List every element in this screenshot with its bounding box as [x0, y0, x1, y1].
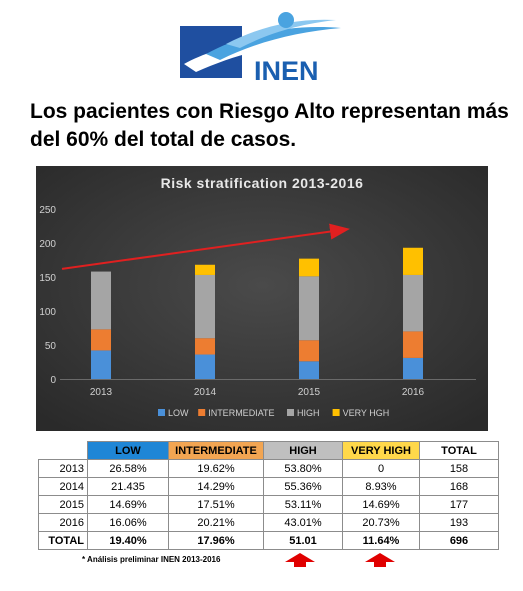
- inen-logo: INEN: [180, 12, 341, 86]
- table-cell: 14.29%: [168, 477, 264, 496]
- legend-swatch: [332, 409, 340, 416]
- bar-segment-intermediate: [195, 338, 215, 355]
- y-tick-label: 200: [39, 239, 56, 250]
- bar-segment-high: [403, 274, 423, 332]
- table-cell: 43.01%: [263, 513, 343, 532]
- table-cell: 8.93%: [342, 477, 420, 496]
- table-row: 2015 14.69% 17.51% 53.11% 14.69% 177: [38, 495, 499, 514]
- row-label: 2013: [38, 459, 88, 478]
- header-very-high: VERY HIGH: [342, 441, 420, 460]
- bar-segment-high: [91, 271, 111, 330]
- y-tick-label: 150: [39, 273, 56, 284]
- row-label: 2014: [38, 477, 88, 496]
- header-low: LOW: [87, 441, 169, 460]
- table-cell: 21.435: [87, 477, 169, 496]
- bar-segment-low: [403, 357, 423, 379]
- legend-label: INTERMEDIATE: [208, 408, 274, 418]
- bar-segment-high: [195, 274, 215, 339]
- table-corner: [39, 442, 88, 460]
- y-tick-label: 100: [39, 307, 56, 318]
- table-cell: 17.51%: [168, 495, 264, 514]
- legend-swatch: [198, 409, 206, 416]
- table-cell: 158: [419, 459, 499, 478]
- table-cell: 177: [419, 495, 499, 514]
- bar-segment-intermediate: [299, 340, 319, 362]
- bar-segment-very-hgh: [195, 264, 215, 275]
- x-tick-label: 2015: [298, 387, 321, 398]
- table-cell: 696: [419, 531, 499, 550]
- table-cell: 53.11%: [263, 495, 343, 514]
- table-row: 2014 21.435 14.29% 55.36% 8.93% 168: [38, 477, 499, 496]
- legend-swatch: [287, 409, 294, 416]
- table-cell: 168: [419, 477, 499, 496]
- legend-label: LOW: [168, 408, 189, 418]
- table-cell: 19.40%: [87, 531, 169, 550]
- y-tick-label: 0: [50, 375, 56, 386]
- risk-table: LOW INTERMEDIATE HIGH VERY HIGH TOTAL 20…: [38, 441, 499, 550]
- table-row: 2013 26.58% 19.62% 53.80% 0 158: [38, 459, 499, 478]
- chart-panel: 0 50 100 150 200 250 2013 2014 2015 2016 LOW INTE…: [36, 166, 488, 431]
- x-tick-label: 2016: [402, 387, 425, 398]
- bar-segment-low: [91, 350, 111, 379]
- up-arrow-icon-high: [285, 553, 315, 567]
- y-tick-label: 250: [39, 205, 56, 216]
- table-cell: 0: [342, 459, 420, 478]
- row-label: TOTAL: [38, 531, 88, 550]
- table-cell: 55.36%: [263, 477, 343, 496]
- header-high: HIGH: [263, 441, 343, 460]
- x-tick-label: 2014: [194, 387, 217, 398]
- table-cell: 19.62%: [168, 459, 264, 478]
- bar-segment-very-hgh: [403, 247, 423, 275]
- bar-segment-intermediate: [91, 329, 111, 351]
- table-cell: 14.69%: [87, 495, 169, 514]
- table-cell: 16.06%: [87, 513, 169, 532]
- header-intermediate: INTERMEDIATE: [168, 441, 264, 460]
- legend-label: VERY HGH: [343, 408, 390, 418]
- legend-label: HIGH: [297, 408, 320, 418]
- logo-wordmark: INEN: [254, 56, 319, 86]
- table-cell: 51.01: [263, 531, 343, 550]
- table-total-row: TOTAL 19.40% 17.96% 51.01 11.64% 696: [38, 531, 499, 550]
- table-cell: 26.58%: [87, 459, 169, 478]
- bar-segment-low: [299, 361, 319, 379]
- table-cell: 17.96%: [168, 531, 264, 550]
- table-row: 2016 16.06% 20.21% 43.01% 20.73% 193: [38, 513, 499, 532]
- row-label: 2015: [38, 495, 88, 514]
- bar-segment-low: [195, 354, 215, 379]
- logo-figure-head: [278, 12, 294, 28]
- chart-title: Risk stratification 2013-2016: [160, 175, 364, 191]
- table-cell: 20.21%: [168, 513, 264, 532]
- table-cell: 14.69%: [342, 495, 420, 514]
- bar-segment-high: [299, 276, 319, 341]
- table-cell: 11.64%: [342, 531, 420, 550]
- footnote: * Análisis preliminar INEN 2013-2016: [82, 555, 221, 564]
- table-header-row: LOW INTERMEDIATE HIGH VERY HIGH TOTAL: [39, 441, 499, 460]
- table-cell: 193: [419, 513, 499, 532]
- trend-arrow: [61, 223, 350, 270]
- bar-segment-very-hgh: [299, 258, 319, 277]
- x-tick-label: 2013: [90, 387, 113, 398]
- legend-swatch: [158, 409, 165, 416]
- y-tick-label: 50: [45, 341, 57, 352]
- table-cell: 20.73%: [342, 513, 420, 532]
- row-label: 2016: [38, 513, 88, 532]
- bar-segment-intermediate: [403, 331, 423, 358]
- up-arrow-icon-very-high: [365, 553, 395, 567]
- logo-swoosh-pale: [226, 19, 336, 48]
- table-cell: 53.80%: [263, 459, 343, 478]
- header-total: TOTAL: [419, 441, 499, 460]
- headline: Los pacientes con Riesgo Alto representa…: [30, 100, 509, 151]
- stacked-bar-chart: 0 50 100 150 200 250 2013 2014 2015 2016 LOW INTE…: [36, 166, 488, 431]
